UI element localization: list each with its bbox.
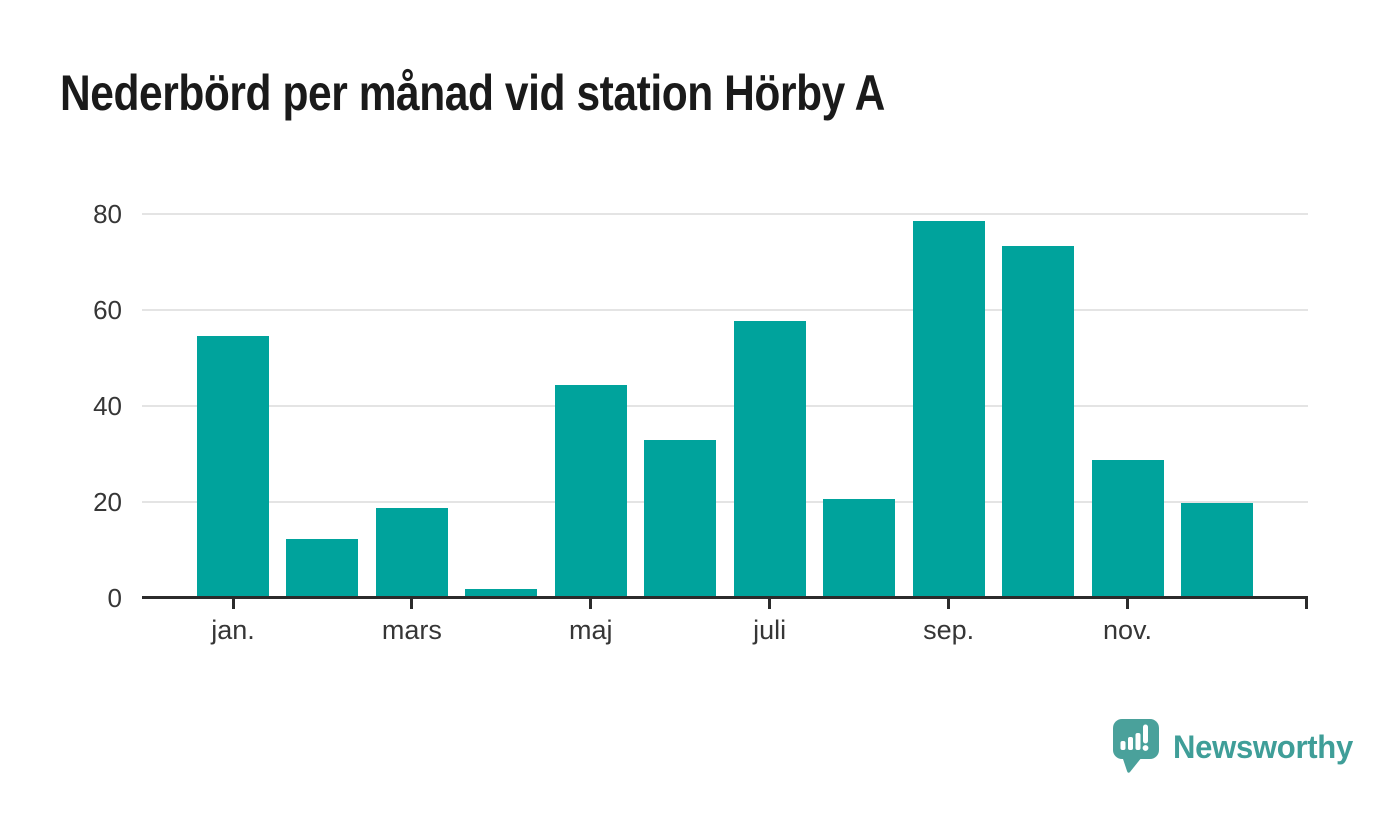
- bar-month-3: [375, 508, 448, 598]
- y-tick-label-60: 60: [93, 295, 122, 325]
- bar-month-9: [912, 220, 985, 598]
- logo-exclamation-dot: [1142, 745, 1149, 751]
- x-tick-label-sep: sep.: [923, 615, 975, 645]
- x-axis-line: [142, 596, 1308, 599]
- newsworthy-logo-icon: [1113, 719, 1159, 773]
- gridline-40: [142, 405, 1308, 407]
- bar-month-12: [1180, 502, 1253, 598]
- chart-title: Nederbörd per månad vid station Hörby A: [60, 65, 885, 121]
- y-tick-label-80: 80: [93, 199, 122, 229]
- bar-month-1: [197, 335, 269, 598]
- logo-mini-bar-2: [1128, 737, 1133, 750]
- x-tick-maj: [589, 599, 593, 609]
- y-tick-label-20: 20: [93, 487, 122, 517]
- x-tick-label-jan: jan.: [211, 615, 255, 645]
- gridline-60: [142, 309, 1308, 311]
- logo-bubble-tail: [1121, 753, 1142, 773]
- x-tick-label-mars: mars: [381, 615, 442, 645]
- bar-month-8: [823, 499, 896, 598]
- y-tick-label-0: 0: [107, 583, 122, 613]
- bar-month-6: [644, 439, 717, 598]
- x-tick-label-maj: maj: [569, 615, 613, 645]
- gridline-20: [142, 501, 1308, 503]
- gridline-80: [142, 213, 1308, 215]
- bar-month-10: [1002, 245, 1075, 598]
- x-tick-label-nov: nov.: [1102, 615, 1153, 645]
- logo-mini-bar-3: [1135, 733, 1141, 750]
- x-tick-label-juli: juli: [753, 615, 787, 645]
- y-tick-label-40: 40: [93, 391, 122, 421]
- x-tick-jan: [231, 599, 235, 609]
- x-tick-juli: [768, 599, 772, 609]
- bar-month-2: [286, 539, 359, 598]
- x-axis-end-tick: [1305, 596, 1308, 609]
- brand-footer: Newsworthy: [1112, 719, 1359, 775]
- bar-month-5: [554, 384, 627, 598]
- logo-mini-bar-1: [1120, 741, 1126, 750]
- bar-month-7: [733, 320, 806, 598]
- bar-month-4: [465, 588, 538, 598]
- logo-exclamation-bar: [1143, 724, 1148, 744]
- bar-month-11: [1091, 459, 1164, 598]
- x-tick-sep: [947, 599, 951, 609]
- x-tick-mars: [410, 599, 414, 609]
- x-tick-nov: [1126, 599, 1129, 609]
- brand-name: Newsworthy: [1173, 728, 1353, 765]
